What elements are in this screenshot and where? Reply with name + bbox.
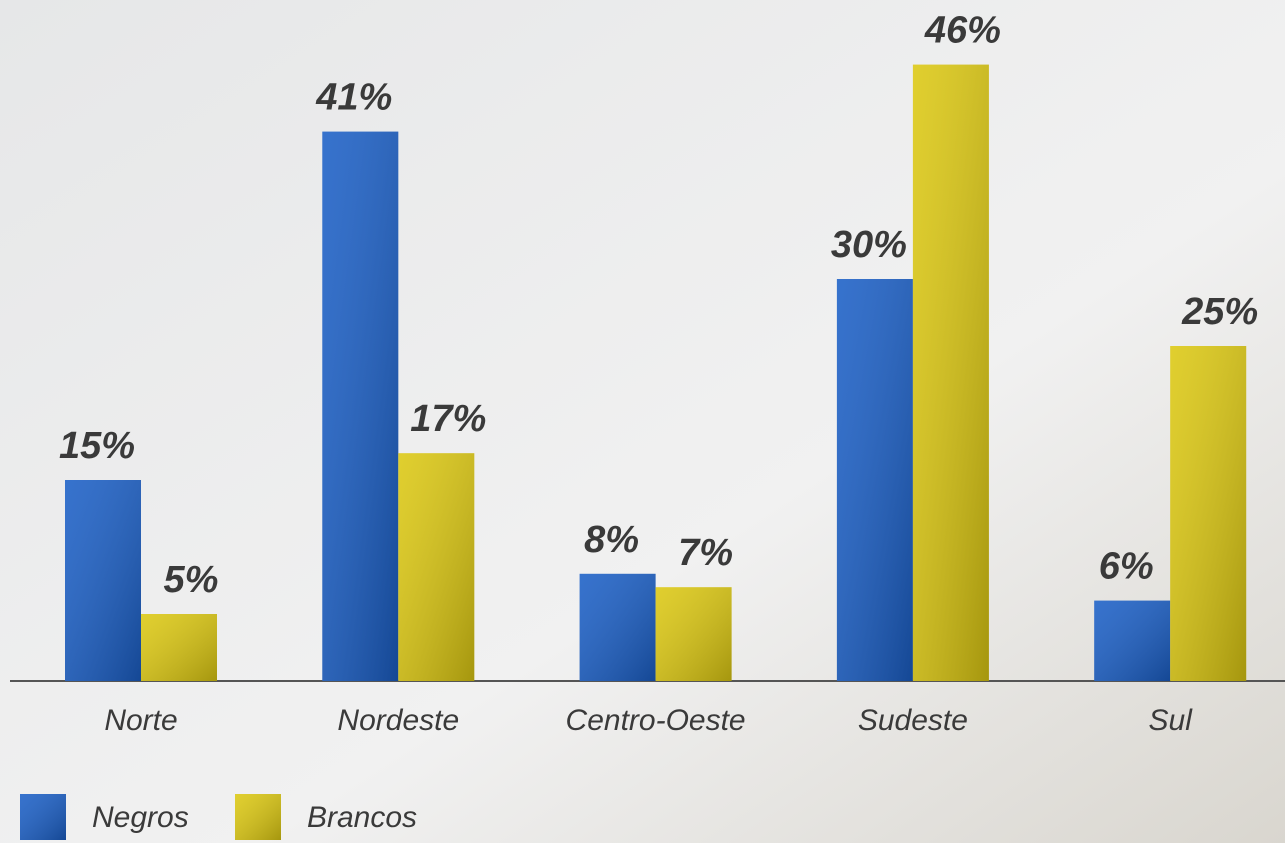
value-label: 15% [59, 425, 135, 467]
value-label: 25% [1181, 291, 1258, 333]
bar-shade [1170, 346, 1247, 681]
legend-label: Negros [92, 801, 189, 834]
bar-shade [398, 453, 475, 681]
value-label: 5% [164, 559, 219, 601]
bar-shade [141, 614, 217, 681]
value-label: 17% [410, 398, 486, 440]
value-label: 46% [924, 10, 1001, 52]
bar-shade [912, 64, 989, 682]
x-tick-label: Sudeste [858, 704, 968, 737]
legend-swatch-shade [20, 794, 66, 840]
x-tick-label: Sul [1149, 704, 1194, 737]
bar-shade [322, 131, 399, 682]
value-label: 7% [678, 532, 733, 574]
value-label: 30% [831, 224, 907, 266]
value-label: 6% [1099, 546, 1154, 588]
legend-label: Brancos [307, 801, 417, 834]
bar-shade [1094, 600, 1171, 681]
bar-shade [579, 573, 656, 681]
bar-shade [65, 480, 141, 681]
x-tick-label: Norte [104, 704, 177, 737]
x-tick-label: Nordeste [337, 704, 459, 737]
legend-swatch-shade [235, 794, 281, 840]
value-label: 41% [315, 77, 392, 119]
bar-shade [655, 587, 732, 681]
value-label: 8% [584, 519, 639, 561]
x-tick-label: Centro-Oeste [566, 704, 746, 737]
bar-shade [836, 279, 913, 681]
